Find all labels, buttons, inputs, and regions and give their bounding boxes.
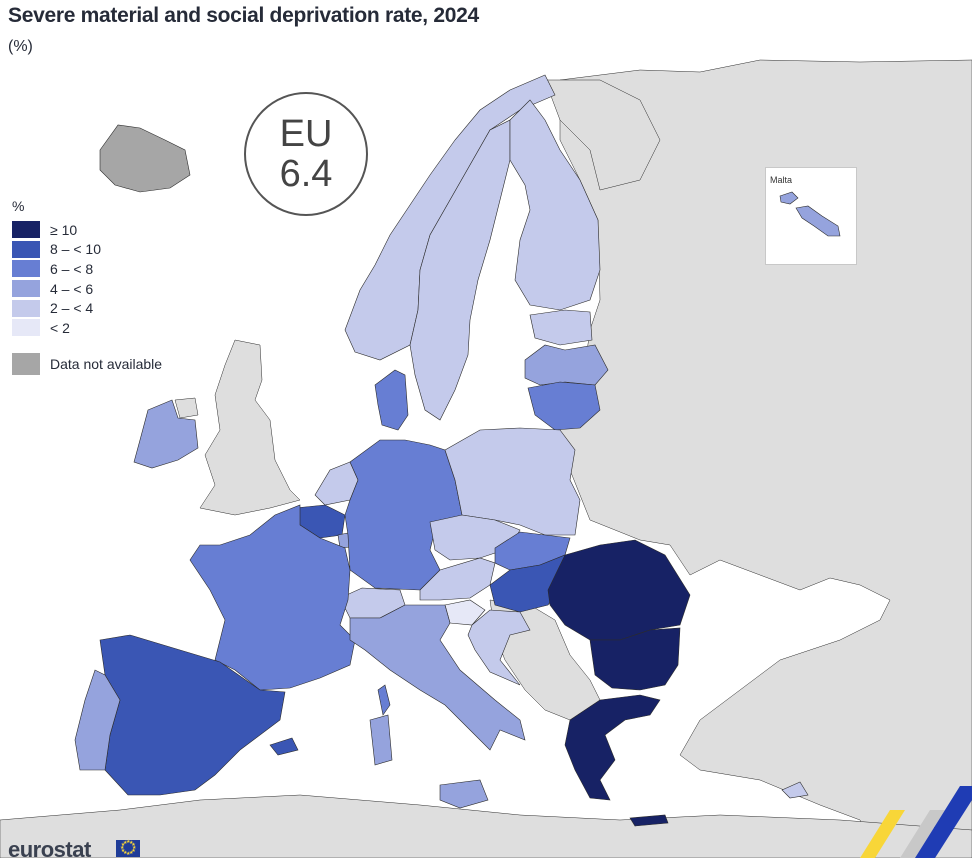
legend-swatch — [12, 280, 40, 298]
flag-star-icon: ★ — [129, 850, 134, 857]
legend-label: 4 – < 6 — [50, 280, 94, 297]
flag-star-icon: ★ — [132, 845, 137, 851]
legend-label: ≥ 10 — [50, 221, 78, 238]
region-malta-main — [795, 205, 841, 237]
region-lithuania — [527, 381, 601, 431]
region-italy — [349, 604, 526, 751]
non-eu-russia-north — [544, 79, 661, 191]
non-eu-land-uk — [199, 339, 301, 516]
legend-label: < 2 — [50, 319, 70, 336]
malta-inset-map — [779, 191, 841, 237]
malta-inset: Malta — [765, 167, 857, 265]
chart-title: Severe material and social deprivation r… — [8, 4, 479, 27]
region-latvia — [524, 344, 609, 386]
flag-star-icon: ★ — [126, 851, 131, 857]
legend-item-na: Data not available — [12, 352, 162, 376]
flag-star-icon: ★ — [123, 850, 128, 857]
legend-item: 4 – < 6 — [12, 279, 162, 299]
legend-label-na: Data not available — [50, 355, 163, 372]
region-france — [189, 504, 356, 691]
legend-swatch — [12, 240, 40, 258]
legend-item: 8 – < 10 — [12, 240, 162, 260]
legend-label: 6 – < 8 — [50, 260, 94, 277]
region-cyprus — [781, 781, 809, 799]
legend-swatch — [12, 260, 40, 278]
legend-label: 2 – < 4 — [50, 300, 94, 317]
legend: % ≥ 10 8 – < 10 6 – < 8 4 – < 6 2 – < 4 … — [12, 198, 162, 376]
legend-swatch — [12, 221, 40, 239]
region-sweden — [409, 119, 511, 421]
region-finland — [509, 99, 601, 311]
flag-star-icon: ★ — [131, 842, 136, 848]
legend-swatch-na — [12, 352, 40, 375]
chart-subtitle: (%) — [8, 38, 33, 55]
flag-star-icon: ★ — [131, 848, 136, 854]
eu-average-badge: EU 6.4 — [244, 92, 368, 216]
region-ireland — [133, 399, 199, 469]
flag-star-icon: ★ — [120, 845, 125, 851]
eu-flag-icon: ★ ★ ★ ★ ★ ★ ★ ★ ★ ★ ★ ★ — [116, 840, 140, 857]
region-greece — [564, 694, 661, 801]
flag-star-icon: ★ — [120, 842, 126, 848]
region-bulgaria — [589, 627, 681, 691]
legend-swatch — [12, 299, 40, 317]
region-crete — [629, 814, 669, 827]
flag-star-icon: ★ — [126, 839, 131, 845]
region-corsica — [377, 684, 391, 716]
region-romania — [547, 539, 691, 641]
region-sicily — [439, 779, 489, 809]
legend-item: < 2 — [12, 318, 162, 338]
region-malta-gozo — [779, 191, 799, 205]
non-eu-land-ni — [174, 397, 199, 419]
region-croatia — [467, 609, 531, 686]
flag-star-icon: ★ — [120, 848, 126, 854]
eu-badge-value: 6.4 — [279, 153, 333, 195]
region-estonia — [529, 309, 593, 346]
region-portugal — [74, 669, 121, 771]
corner-decoration-icon — [860, 786, 972, 858]
region-germany — [344, 439, 463, 591]
malta-inset-label: Malta — [770, 175, 793, 185]
legend-unit: % — [12, 198, 25, 214]
region-sardinia — [369, 714, 393, 766]
flag-star-icon: ★ — [123, 839, 128, 846]
legend-item: 6 – < 8 — [12, 259, 162, 279]
flag-star-icon: ★ — [129, 839, 134, 846]
legend-item: ≥ 10 — [12, 220, 162, 240]
region-iceland — [99, 124, 191, 193]
region-denmark — [374, 369, 409, 431]
legend-swatch — [12, 319, 40, 337]
eu-badge-label: EU — [279, 113, 333, 155]
region-balearics — [269, 737, 299, 756]
non-eu-land-africa — [0, 794, 972, 858]
eurostat-logo: eurostat — [8, 837, 91, 858]
legend-label: 8 – < 10 — [50, 241, 101, 258]
legend-item: 2 – < 4 — [12, 298, 162, 318]
